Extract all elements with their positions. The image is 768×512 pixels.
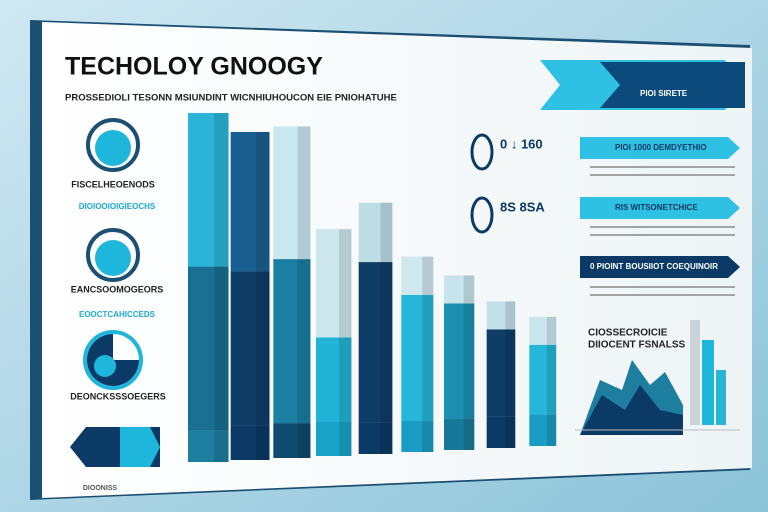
mini-bar bbox=[702, 340, 714, 425]
ribbon-text: RIS WITSONETCHICE bbox=[615, 203, 698, 212]
ring bbox=[83, 330, 143, 390]
bar-segment bbox=[401, 420, 434, 452]
bar-shade bbox=[505, 416, 516, 448]
bar-segment bbox=[316, 421, 352, 456]
bar-shade bbox=[214, 430, 229, 462]
bar-segment bbox=[444, 418, 475, 450]
bar-shade bbox=[463, 275, 475, 304]
icon bbox=[470, 133, 494, 171]
ribbon bbox=[580, 197, 740, 219]
text-lines bbox=[590, 166, 735, 296]
bar-segment bbox=[188, 266, 229, 431]
bar-shade bbox=[546, 344, 557, 415]
left-label: FISCELHEOENODS bbox=[71, 179, 155, 189]
ribbon-text: PIOI 1000 DEMDYETHIO bbox=[615, 143, 707, 152]
bar-segment bbox=[486, 301, 516, 330]
bar-segment bbox=[230, 425, 270, 460]
bar-segment bbox=[188, 430, 229, 462]
bar-segment bbox=[444, 303, 475, 419]
ring bbox=[86, 228, 140, 282]
bar-shade bbox=[339, 337, 352, 422]
icon bbox=[470, 196, 494, 234]
mini-bar bbox=[716, 370, 726, 425]
bar-shade bbox=[255, 425, 270, 460]
bar-shade bbox=[297, 259, 311, 424]
bar-segment bbox=[316, 229, 352, 338]
left-sub: DIOIOOIOIGIEOCHS bbox=[79, 202, 156, 211]
ribbon-text: 0 PIOINT BOUSIIOT COEQUINOIR bbox=[590, 262, 718, 271]
bar-shade bbox=[297, 423, 311, 458]
bar-shade bbox=[505, 301, 516, 330]
note: CIOSSECROICIE bbox=[588, 328, 668, 339]
bar-segment bbox=[401, 256, 434, 295]
bar-segment bbox=[529, 316, 557, 345]
bar-shade bbox=[422, 420, 434, 452]
bar-shade bbox=[422, 256, 434, 295]
icon bbox=[94, 355, 116, 377]
icon bbox=[95, 130, 131, 166]
bar-shade bbox=[505, 329, 516, 417]
bar-shade bbox=[463, 418, 475, 450]
ribbon bbox=[580, 137, 740, 159]
bar-shade bbox=[339, 229, 352, 338]
bar-shade bbox=[214, 266, 229, 431]
bar-segment bbox=[401, 294, 434, 421]
bar-shade bbox=[380, 202, 393, 263]
left-label: DEONCKSSSOEGERS bbox=[70, 391, 166, 401]
note: DIIOCENT FSNALSS bbox=[588, 340, 686, 351]
ring bbox=[86, 118, 140, 172]
bar-segment bbox=[230, 131, 270, 272]
bar-segment bbox=[273, 126, 311, 260]
bar-segment bbox=[358, 262, 393, 423]
bar-segment bbox=[188, 113, 229, 267]
bar-segment bbox=[273, 259, 311, 424]
bar-segment bbox=[486, 329, 516, 417]
chart-title: TECHOLOY GNOOGY bbox=[65, 53, 323, 81]
ribbon bbox=[580, 256, 740, 278]
bar-shade bbox=[380, 422, 393, 454]
bar-segment bbox=[230, 271, 270, 426]
bar-segment bbox=[358, 202, 393, 263]
chart-subtitle: PROSSEDIOLI TESONN MSIUNDINT WICNHIUHOUC… bbox=[65, 93, 397, 104]
bar-segment bbox=[316, 337, 352, 422]
bar-segment bbox=[529, 344, 557, 415]
bar-segment bbox=[444, 275, 475, 304]
bar-shade bbox=[380, 262, 393, 423]
bar-shade bbox=[255, 271, 270, 426]
bar-shade bbox=[546, 316, 557, 345]
banner-text: PIOI SIRETE bbox=[640, 89, 688, 98]
banner-dark bbox=[600, 62, 745, 108]
mountain bbox=[580, 385, 683, 435]
stat: 0 ↓ 160 bbox=[500, 136, 543, 151]
icon bbox=[95, 240, 131, 276]
left-label: EANCSOOMOGEORS bbox=[71, 284, 164, 294]
bar-shade bbox=[214, 113, 229, 267]
bar-segment bbox=[486, 416, 516, 448]
bar-shade bbox=[463, 303, 475, 419]
bar-segment bbox=[529, 414, 557, 446]
bar-shade bbox=[546, 414, 557, 446]
left-sub: DIOONISS bbox=[83, 485, 118, 492]
bar-segment bbox=[358, 422, 393, 454]
bar-shade bbox=[255, 131, 270, 272]
hexagon bbox=[120, 427, 160, 467]
left-sub: EOOCTCAHICCEDS bbox=[79, 310, 156, 319]
mini-bar bbox=[690, 320, 700, 425]
bar-shade bbox=[297, 126, 311, 260]
bar-segment bbox=[273, 423, 311, 458]
stat: 8S 8SA bbox=[500, 199, 545, 214]
bar-shade bbox=[339, 421, 352, 456]
bar-shade bbox=[422, 294, 434, 421]
